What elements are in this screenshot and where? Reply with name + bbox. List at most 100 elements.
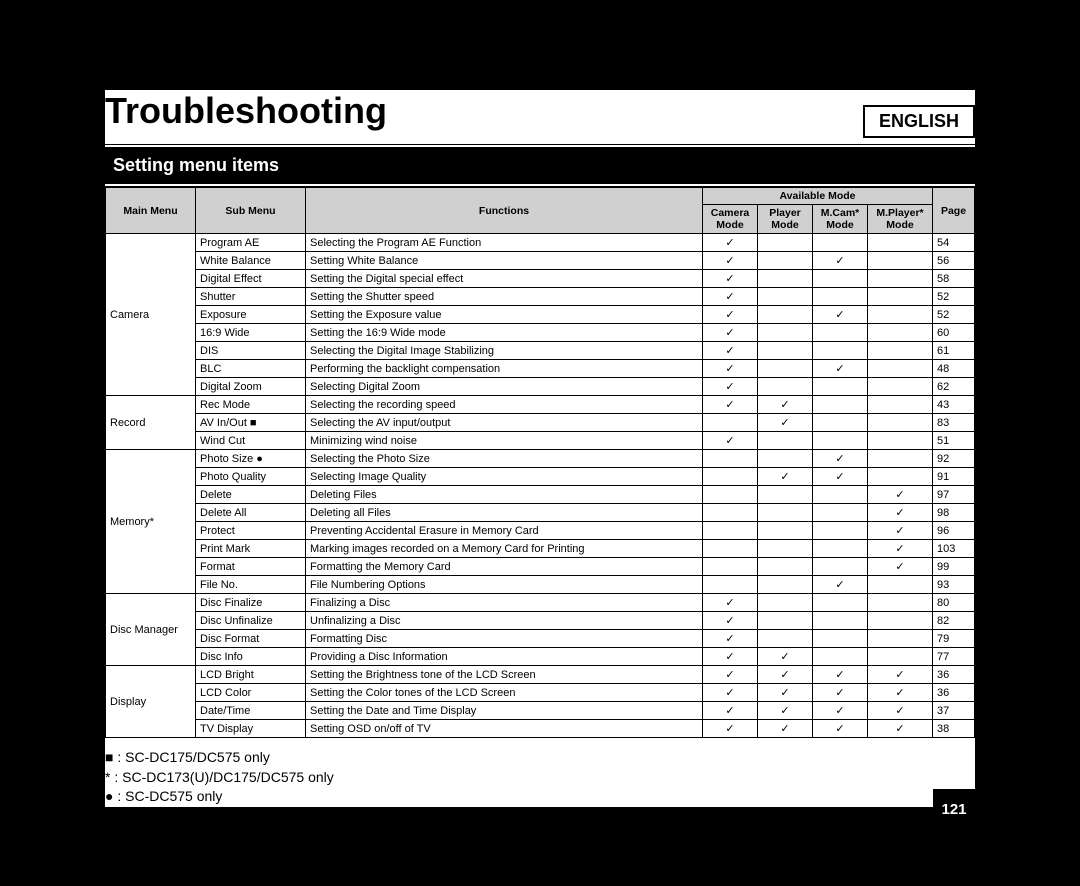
cell-function: Preventing Accidental Erasure in Memory … [306, 522, 703, 540]
table-row: Print MarkMarking images recorded on a M… [106, 540, 975, 558]
cell-mode-check: ✓ [703, 702, 758, 720]
cell-function: Setting the Shutter speed [306, 288, 703, 306]
cell-sub-menu: 16:9 Wide [196, 324, 306, 342]
cell-sub-menu: DIS [196, 342, 306, 360]
table-row: Memory*Photo Size ●Selecting the Photo S… [106, 450, 975, 468]
cell-mode-check [758, 342, 813, 360]
footnotes: ■ : SC-DC175/DC575 only * : SC-DC173(U)/… [105, 738, 975, 807]
cell-function: Selecting the Program AE Function [306, 234, 703, 252]
cell-function: Minimizing wind noise [306, 432, 703, 450]
cell-mode-check: ✓ [813, 684, 868, 702]
cell-sub-menu: Shutter [196, 288, 306, 306]
table-row: TV DisplaySetting OSD on/off of TV✓✓✓✓38 [106, 720, 975, 738]
cell-mode-check [758, 522, 813, 540]
cell-mode-check: ✓ [758, 684, 813, 702]
cell-mode-check: ✓ [758, 396, 813, 414]
cell-mode-check [703, 522, 758, 540]
cell-mode-check [703, 486, 758, 504]
cell-page: 103 [933, 540, 975, 558]
cell-page: 58 [933, 270, 975, 288]
cell-mode-check [758, 540, 813, 558]
cell-sub-menu: Date/Time [196, 702, 306, 720]
cell-mode-check: ✓ [868, 702, 933, 720]
table-row: CameraProgram AESelecting the Program AE… [106, 234, 975, 252]
cell-mode-check [813, 594, 868, 612]
cell-page: 56 [933, 252, 975, 270]
table-row: Digital ZoomSelecting Digital Zoom✓62 [106, 378, 975, 396]
table-row: ExposureSetting the Exposure value✓✓52 [106, 306, 975, 324]
cell-main-menu: Camera [106, 234, 196, 396]
language-box: ENGLISH [863, 105, 975, 138]
cell-mode-check: ✓ [868, 558, 933, 576]
footnote: ● : SC-DC575 only [105, 787, 975, 807]
cell-sub-menu: BLC [196, 360, 306, 378]
cell-mode-check: ✓ [868, 684, 933, 702]
cell-page: 52 [933, 288, 975, 306]
header-row-1: Main Menu Sub Menu Functions Available M… [106, 188, 975, 205]
cell-function: Formatting Disc [306, 630, 703, 648]
cell-mode-check: ✓ [703, 612, 758, 630]
cell-mode-check [758, 288, 813, 306]
cell-sub-menu: Digital Effect [196, 270, 306, 288]
table-row: Disc InfoProviding a Disc Information✓✓7… [106, 648, 975, 666]
cell-mode-check: ✓ [703, 270, 758, 288]
cell-mode-check [703, 558, 758, 576]
cell-mode-check [758, 576, 813, 594]
cell-mode-check [758, 630, 813, 648]
cell-function: Marking images recorded on a Memory Card… [306, 540, 703, 558]
page-number-badge: 121 [933, 789, 975, 831]
cell-function: Selecting the AV input/output [306, 414, 703, 432]
cell-mode-check [813, 558, 868, 576]
table-row: BLCPerforming the backlight compensation… [106, 360, 975, 378]
cell-main-menu: Disc Manager [106, 594, 196, 666]
th-main-menu: Main Menu [106, 188, 196, 234]
cell-function: Finalizing a Disc [306, 594, 703, 612]
settings-table: Main Menu Sub Menu Functions Available M… [105, 187, 975, 738]
cell-mode-check: ✓ [868, 720, 933, 738]
cell-sub-menu: Print Mark [196, 540, 306, 558]
cell-function: Selecting the Photo Size [306, 450, 703, 468]
th-mcam-mode: M.Cam* Mode [813, 205, 868, 234]
table-row: DISSelecting the Digital Image Stabilizi… [106, 342, 975, 360]
cell-page: 60 [933, 324, 975, 342]
cell-sub-menu: Photo Quality [196, 468, 306, 486]
cell-mode-check [758, 306, 813, 324]
cell-mode-check [868, 396, 933, 414]
cell-function: Deleting all Files [306, 504, 703, 522]
cell-mode-check [813, 504, 868, 522]
table-row: Digital EffectSetting the Digital specia… [106, 270, 975, 288]
section-bar-wrap: Setting menu items [105, 144, 975, 187]
cell-mode-check: ✓ [703, 396, 758, 414]
cell-mode-check [813, 270, 868, 288]
cell-mode-check [868, 630, 933, 648]
table-row: Wind CutMinimizing wind noise✓51 [106, 432, 975, 450]
cell-mode-check: ✓ [868, 666, 933, 684]
cell-sub-menu: Format [196, 558, 306, 576]
table-row: Disc UnfinalizeUnfinalizing a Disc✓82 [106, 612, 975, 630]
cell-sub-menu: Photo Size ● [196, 450, 306, 468]
cell-mode-check [813, 630, 868, 648]
cell-main-menu: Record [106, 396, 196, 450]
cell-mode-check [758, 378, 813, 396]
th-functions: Functions [306, 188, 703, 234]
table-head: Main Menu Sub Menu Functions Available M… [106, 188, 975, 234]
table-row: LCD ColorSetting the Color tones of the … [106, 684, 975, 702]
cell-mode-check [758, 450, 813, 468]
th-camera-mode: Camera Mode [703, 205, 758, 234]
table-row: Date/TimeSetting the Date and Time Displ… [106, 702, 975, 720]
cell-mode-check: ✓ [703, 684, 758, 702]
cell-mode-check [758, 594, 813, 612]
cell-mode-check [868, 594, 933, 612]
footnote: ■ : SC-DC175/DC575 only [105, 748, 975, 768]
table-row: ShutterSetting the Shutter speed✓52 [106, 288, 975, 306]
section-header: Setting menu items [105, 147, 975, 184]
cell-mode-check: ✓ [703, 252, 758, 270]
cell-mode-check [813, 342, 868, 360]
cell-function: Formatting the Memory Card [306, 558, 703, 576]
cell-mode-check: ✓ [813, 252, 868, 270]
cell-page: 38 [933, 720, 975, 738]
cell-mode-check: ✓ [703, 648, 758, 666]
cell-mode-check: ✓ [758, 648, 813, 666]
footnote: * : SC-DC173(U)/DC175/DC575 only [105, 768, 975, 788]
cell-mode-check [758, 360, 813, 378]
